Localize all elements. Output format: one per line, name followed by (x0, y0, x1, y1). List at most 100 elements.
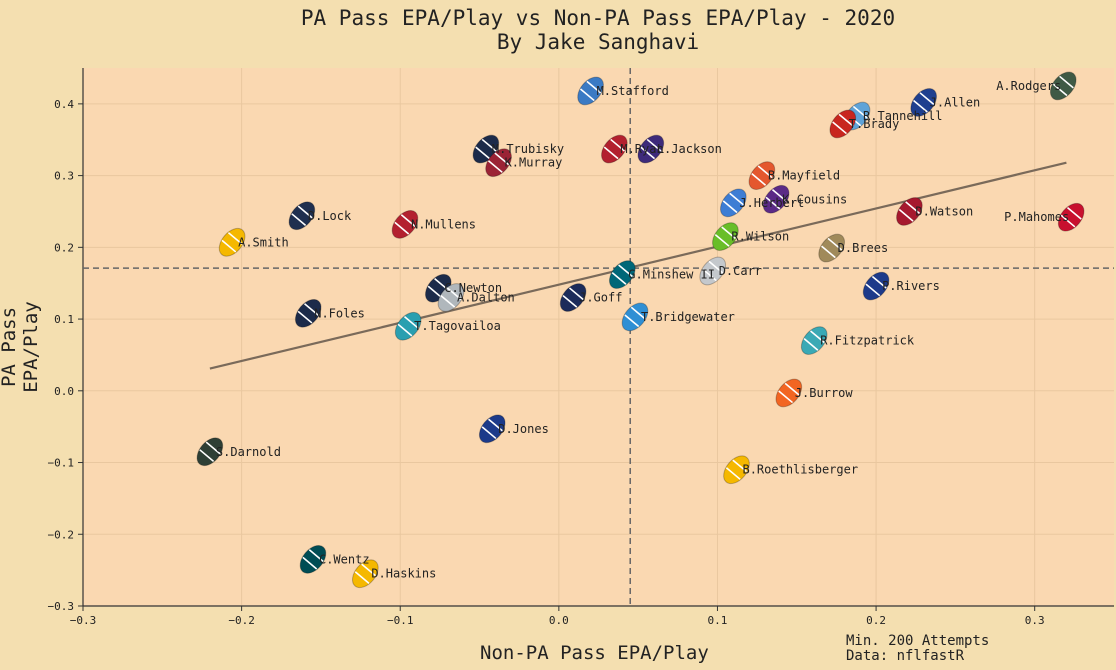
football-stripe (475, 146, 491, 160)
y-tick-label: −0.1 (48, 457, 75, 470)
point-label: T.Bridgewater (641, 310, 735, 324)
football-body (608, 260, 636, 289)
point-label: D.Brees (838, 241, 889, 255)
football-stripe (630, 306, 646, 320)
point-football-r-wilson (712, 222, 739, 251)
point-label: J.Goff (579, 291, 622, 305)
football-stripe (440, 294, 456, 308)
point-football-a-dalton (437, 283, 465, 312)
football-stripe (403, 316, 419, 329)
footnote-min-attempts: Min. 200 Attempts (846, 633, 990, 649)
football-body (637, 134, 665, 164)
point-football-a-rodgers (1049, 71, 1077, 101)
point-label: N.Mullens (411, 217, 476, 231)
football-stripe (838, 113, 854, 127)
point-label: R.Wilson (731, 230, 789, 244)
x-tick-label: −0.3 (70, 614, 97, 627)
football-body (621, 302, 649, 332)
x-tick-label: 0.3 (1025, 614, 1045, 627)
football-stripe (434, 277, 449, 291)
football-stripe (400, 214, 416, 227)
point-label: M.Ryan (620, 142, 663, 156)
football-stripe (732, 459, 748, 473)
point-football-n-mullens (391, 210, 419, 239)
football-body (391, 210, 419, 239)
point-label: A.Rodgers (996, 79, 1061, 93)
football-stripe (624, 314, 640, 328)
football-stripe (562, 294, 578, 308)
y-tick-label: 0.2 (54, 241, 74, 254)
football-stripe (871, 275, 887, 289)
point-label: D.Lock (308, 209, 352, 223)
football-stripe (487, 160, 503, 173)
point-football-c-wentz (299, 545, 327, 574)
football-stripe (640, 146, 656, 160)
point-label: D.Carr (719, 264, 762, 278)
football-body (762, 184, 790, 214)
football-stripe (1052, 83, 1068, 97)
football-stripe (865, 283, 881, 297)
x-tick-label: −0.1 (387, 614, 414, 627)
point-label: L.Jackson (657, 142, 722, 156)
football-stripe (297, 205, 313, 219)
football-stripe (757, 165, 773, 179)
football-stripe (494, 152, 510, 166)
point-label: D.Watson (915, 204, 973, 218)
football-stripe (708, 260, 724, 274)
plot-area (83, 68, 1114, 606)
football-body (559, 283, 587, 312)
point-football-g-minshew-ii (608, 260, 636, 289)
football-stripe (722, 200, 738, 214)
point-label: P.Rivers (882, 279, 940, 293)
point-football-j-allen (910, 88, 937, 117)
football-stripe (771, 189, 787, 202)
football-stripe (586, 80, 602, 94)
point-football-j-goff (559, 283, 587, 312)
point-label: D.Haskins (371, 567, 436, 581)
point-label: A.Dalton (457, 291, 515, 305)
football-stripe (725, 467, 741, 480)
y-tick-label: 0.0 (54, 385, 74, 398)
football-stripe (199, 449, 215, 463)
football-stripe (784, 382, 800, 396)
football-stripe (354, 571, 370, 584)
football-stripe (394, 221, 410, 235)
football-stripe (579, 88, 595, 102)
y-axis-label: PA Pass EPA/Play (0, 301, 42, 393)
football-body (478, 414, 506, 444)
football-body (712, 222, 739, 251)
point-football-d-brees (818, 233, 845, 263)
grid (82, 68, 1114, 607)
football-stripe (1059, 75, 1074, 89)
football-stripe (221, 239, 237, 253)
football-body (723, 455, 750, 485)
y-tick-label: 0.1 (54, 313, 74, 326)
point-football-p-mahomes (1057, 202, 1085, 232)
point-label: K.Murray (505, 156, 563, 170)
point-football-k-murray (485, 148, 512, 178)
football-stripe (1060, 214, 1076, 228)
football-body (719, 188, 747, 218)
x-tick-label: −0.2 (228, 614, 255, 627)
point-label: M.Stafford (597, 84, 669, 98)
football-stripe (898, 208, 914, 222)
football-stripe (304, 303, 319, 316)
point-label: C.Wentz (319, 552, 370, 566)
point-football-l-jackson (637, 134, 665, 164)
point-football-k-cousins (762, 184, 790, 214)
y-tick-label: −0.2 (48, 528, 75, 541)
football-stripe (427, 285, 443, 299)
point-label: K.Cousins (782, 192, 847, 206)
football-body (352, 559, 379, 589)
football-stripe (832, 121, 847, 135)
point-label: P.Mahomes (1004, 210, 1069, 224)
football-body (862, 271, 890, 301)
football-stripe (568, 287, 584, 301)
football-stripe (1066, 206, 1082, 220)
football-body (829, 109, 857, 139)
football-body (1057, 202, 1085, 232)
x-tick-label: 0.2 (866, 614, 886, 627)
football-body (299, 545, 327, 574)
point-label: J.Herbert (739, 196, 804, 210)
